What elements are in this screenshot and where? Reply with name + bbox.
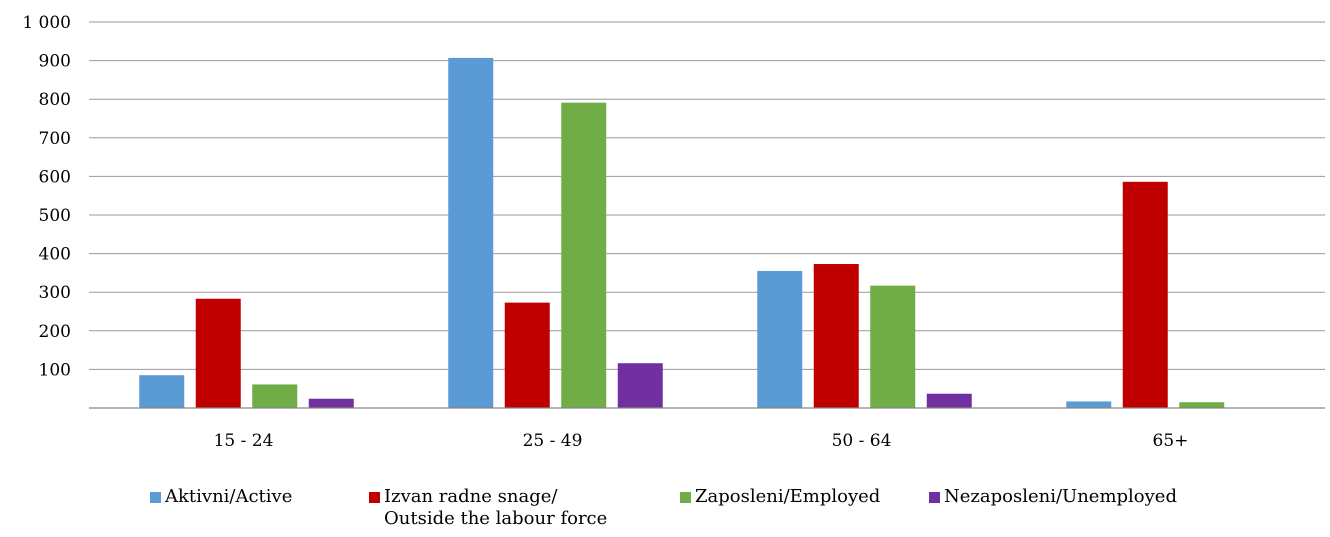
bar <box>1122 181 1168 408</box>
y-tick-label: 700 <box>39 129 71 149</box>
bar <box>617 363 663 408</box>
legend-label-employed: Zaposleni/Employed <box>695 486 881 507</box>
y-tick-label: 900 <box>39 52 71 72</box>
y-tick-labels: 100 200 300 400 500 600 700 800 900 1 000 <box>22 13 71 380</box>
legend-label-active: Aktivni/Active <box>165 486 293 507</box>
y-tick-label: 200 <box>39 322 71 342</box>
bar <box>757 270 803 408</box>
legend-item-unemployed: Nezaposleni/Unemployed <box>929 486 1177 508</box>
legend-swatch-active <box>150 492 161 503</box>
legend-item-outside-labour-force: Izvan radne snage/ Outside the labour fo… <box>369 486 607 530</box>
legend: Aktivni/Active Izvan radne snage/ Outsid… <box>0 486 1330 537</box>
bar <box>813 264 859 408</box>
gridlines <box>89 21 1325 370</box>
bar <box>1066 401 1112 408</box>
x-tick-label: 15 - 24 <box>214 431 274 451</box>
y-tick-label: 600 <box>39 167 71 187</box>
legend-label-unemployed: Nezaposleni/Unemployed <box>944 486 1177 507</box>
legend-swatch-employed <box>680 492 691 503</box>
bar <box>195 298 241 408</box>
x-tick-label: 25 - 49 <box>523 431 583 451</box>
legend-swatch-unemployed <box>929 492 940 503</box>
y-tick-label: 400 <box>39 245 71 265</box>
legend-item-employed: Zaposleni/Employed <box>680 486 880 508</box>
legend-label-outside-labour-force: Izvan radne snage/ Outside the labour fo… <box>384 486 608 529</box>
y-tick-label: 1 000 <box>22 13 71 33</box>
bar <box>926 393 972 408</box>
bar <box>252 384 298 408</box>
bar <box>448 57 494 408</box>
bar <box>139 375 185 408</box>
y-tick-label: 300 <box>39 283 71 303</box>
bars <box>139 57 1225 408</box>
bar <box>308 398 354 408</box>
y-tick-label: 100 <box>39 360 71 380</box>
bar <box>504 302 550 408</box>
legend-item-active: Aktivni/Active <box>150 486 292 508</box>
bar <box>1179 402 1225 408</box>
bar-chart: 100 200 300 400 500 600 700 800 900 1 000 15 - 24… <box>22 13 1325 451</box>
x-tick-label: 65+ <box>1153 431 1189 451</box>
y-tick-label: 800 <box>39 90 71 110</box>
bar <box>561 102 607 408</box>
x-tick-label: 50 - 64 <box>832 431 892 451</box>
legend-swatch-outside-labour-force <box>369 492 380 503</box>
x-tick-labels: 15 - 24 25 - 49 50 - 64 65+ <box>214 431 1189 451</box>
y-tick-label: 500 <box>39 206 71 226</box>
bar <box>870 285 916 408</box>
